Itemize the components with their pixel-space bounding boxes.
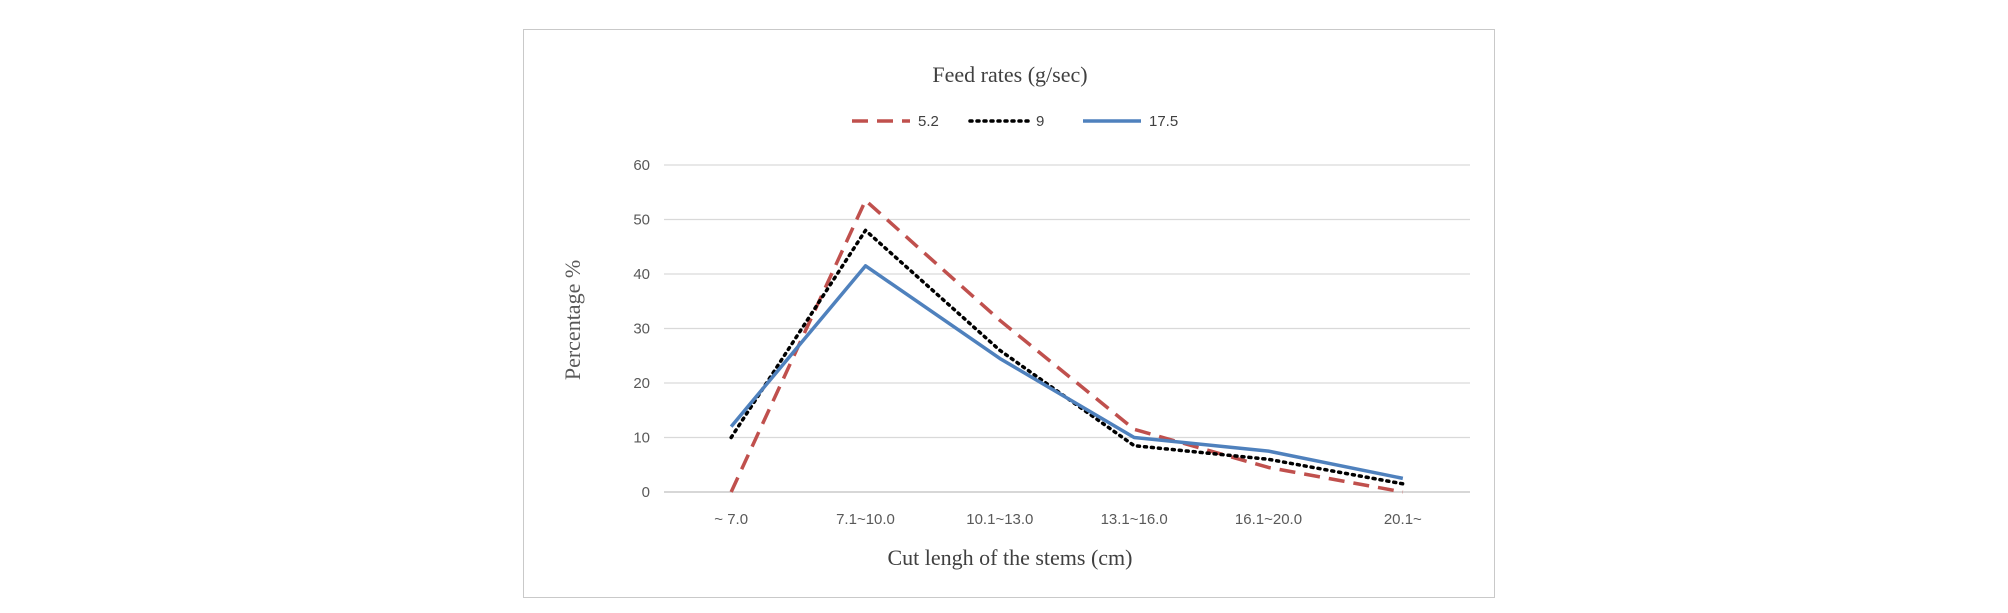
- legend-title: Feed rates (g/sec): [932, 62, 1087, 87]
- x-tick-label: ~ 7.0: [714, 511, 748, 528]
- y-tick-label: 0: [642, 484, 650, 501]
- y-tick-labels: 0 10 20 30 40 50 60: [633, 157, 650, 501]
- series-line-17-5: [729, 264, 1404, 481]
- chart-frame: [523, 29, 1495, 598]
- x-tick-label: 13.1~16.0: [1101, 511, 1168, 528]
- y-tick-label: 10: [633, 430, 650, 447]
- x-tick-label: 7.1~10.0: [836, 511, 895, 528]
- y-tick-label: 50: [633, 212, 650, 229]
- y-tick-label: 20: [633, 375, 650, 392]
- x-tick-label: 16.1~20.0: [1235, 511, 1302, 528]
- y-tick-label: 60: [633, 157, 650, 174]
- y-tick-label: 40: [633, 266, 650, 283]
- series-lines: [729, 198, 1405, 494]
- legend: 5.2 9 17.5: [852, 113, 1178, 130]
- series-line-5-2: [729, 198, 1404, 494]
- legend-label-9: 9: [1036, 113, 1044, 130]
- x-tick-labels: ~ 7.0 7.1~10.0 10.1~13.0 13.1~16.0 16.1~20.0…: [714, 511, 1422, 528]
- x-axis-label: Cut lengh of the stems (cm): [887, 545, 1132, 570]
- x-tick-label: 20.1~: [1384, 511, 1422, 528]
- legend-label-5-2: 5.2: [918, 113, 939, 130]
- y-tick-label: 30: [633, 321, 650, 338]
- gridlines: [664, 164, 1470, 493]
- legend-label-17-5: 17.5: [1149, 113, 1178, 130]
- y-axis-label: Percentage %: [560, 260, 585, 380]
- x-tick-label: 10.1~13.0: [966, 511, 1033, 528]
- series-line-9: [729, 228, 1405, 486]
